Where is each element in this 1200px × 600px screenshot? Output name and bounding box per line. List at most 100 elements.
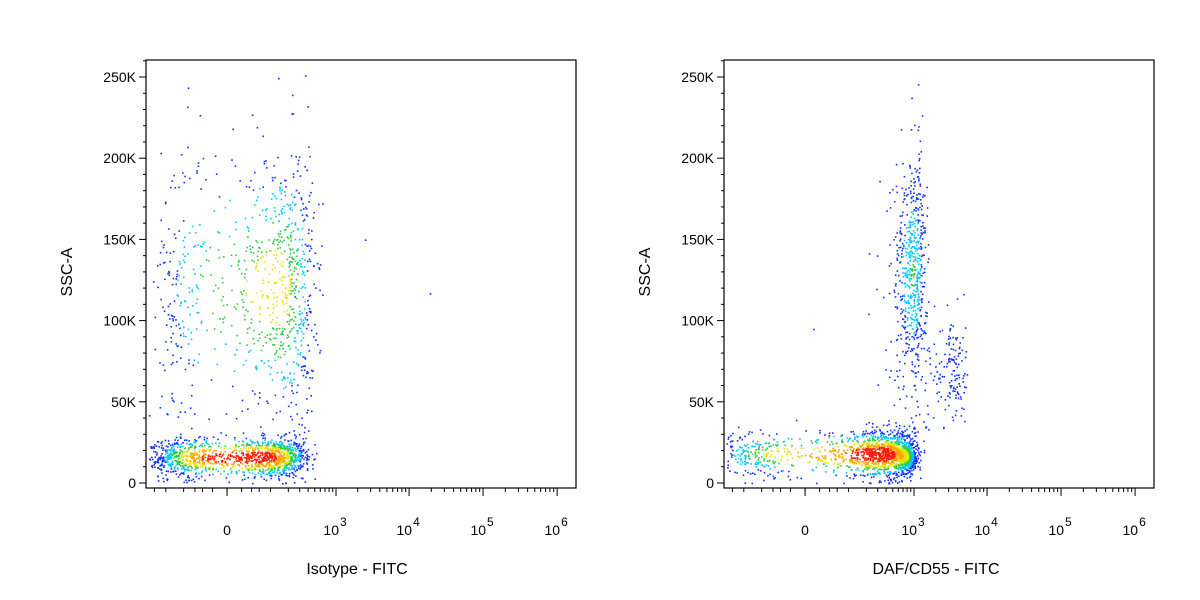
event-point xyxy=(212,436,215,438)
event-point xyxy=(907,253,910,255)
event-point xyxy=(921,214,923,216)
event-point xyxy=(917,465,919,468)
event-point xyxy=(750,463,752,465)
x-tick-label: 0 xyxy=(801,522,809,538)
event-point xyxy=(909,470,911,472)
event-point xyxy=(172,454,174,456)
event-point xyxy=(163,310,166,313)
event-point xyxy=(257,448,259,450)
event-point xyxy=(305,376,307,378)
event-point xyxy=(866,463,869,465)
event-point xyxy=(905,254,908,257)
event-point xyxy=(880,468,883,471)
event-point xyxy=(302,443,305,446)
event-point xyxy=(292,201,294,203)
event-point xyxy=(910,211,913,213)
event-point xyxy=(917,242,920,244)
event-point xyxy=(913,428,915,430)
event-point xyxy=(964,356,967,359)
event-point xyxy=(907,451,910,453)
event-point xyxy=(866,459,868,461)
event-point xyxy=(240,291,242,293)
event-point xyxy=(844,451,846,453)
event-point xyxy=(264,336,267,339)
event-point xyxy=(896,249,899,252)
event-point xyxy=(902,455,904,457)
event-point xyxy=(162,477,165,480)
event-point xyxy=(276,260,279,263)
event-point xyxy=(269,453,272,455)
event-point xyxy=(178,460,180,463)
event-point xyxy=(247,457,249,460)
event-point xyxy=(911,447,914,449)
event-point xyxy=(279,464,281,467)
event-point xyxy=(923,330,925,333)
event-point xyxy=(919,276,921,279)
event-point xyxy=(175,451,177,453)
event-point xyxy=(881,431,883,434)
event-point xyxy=(873,457,875,459)
event-point xyxy=(274,210,276,213)
event-point xyxy=(754,442,757,445)
event-point xyxy=(904,468,906,471)
event-point xyxy=(903,175,906,178)
event-point xyxy=(911,97,913,100)
event-point xyxy=(905,442,908,445)
event-point xyxy=(898,475,900,478)
event-point xyxy=(894,236,897,238)
x-tick-exponent: 4 xyxy=(413,515,420,529)
event-point xyxy=(914,181,916,183)
event-point xyxy=(219,318,221,320)
event-point xyxy=(948,357,950,360)
event-point xyxy=(194,446,196,449)
event-point xyxy=(920,258,922,261)
event-point xyxy=(303,365,306,367)
event-point xyxy=(295,454,298,457)
event-point xyxy=(951,385,953,387)
event-point xyxy=(195,463,198,466)
event-point xyxy=(302,286,304,288)
event-point xyxy=(285,179,287,182)
event-point xyxy=(182,466,185,469)
event-point xyxy=(763,479,765,482)
event-point xyxy=(248,458,250,460)
event-point xyxy=(167,413,169,416)
event-point xyxy=(187,466,189,469)
event-point xyxy=(922,194,925,196)
event-point xyxy=(905,241,908,244)
event-point xyxy=(291,390,293,392)
event-point xyxy=(892,444,894,446)
event-point xyxy=(191,288,193,291)
event-point xyxy=(245,461,248,464)
event-point xyxy=(869,451,871,454)
event-point xyxy=(258,320,261,323)
event-point xyxy=(917,293,920,296)
event-point xyxy=(899,238,902,240)
event-point xyxy=(857,448,859,451)
event-point xyxy=(301,424,303,426)
event-point xyxy=(205,259,208,261)
event-point xyxy=(892,188,894,191)
event-point xyxy=(911,348,913,350)
event-point xyxy=(924,230,926,232)
event-point xyxy=(179,304,182,307)
event-point xyxy=(305,462,308,464)
event-point xyxy=(853,473,855,475)
event-point xyxy=(247,236,249,238)
event-point xyxy=(274,445,277,447)
event-point xyxy=(856,452,859,455)
event-point xyxy=(910,461,912,464)
event-point xyxy=(851,469,853,471)
event-point xyxy=(215,284,217,287)
event-point xyxy=(915,314,918,317)
event-point xyxy=(861,447,863,450)
event-point xyxy=(268,458,270,461)
event-point xyxy=(917,365,920,367)
event-point xyxy=(859,458,861,461)
event-point xyxy=(189,462,191,465)
event-point xyxy=(258,214,261,216)
event-point xyxy=(256,465,258,468)
event-point xyxy=(880,442,883,445)
event-point xyxy=(266,443,269,445)
event-point xyxy=(905,310,907,312)
